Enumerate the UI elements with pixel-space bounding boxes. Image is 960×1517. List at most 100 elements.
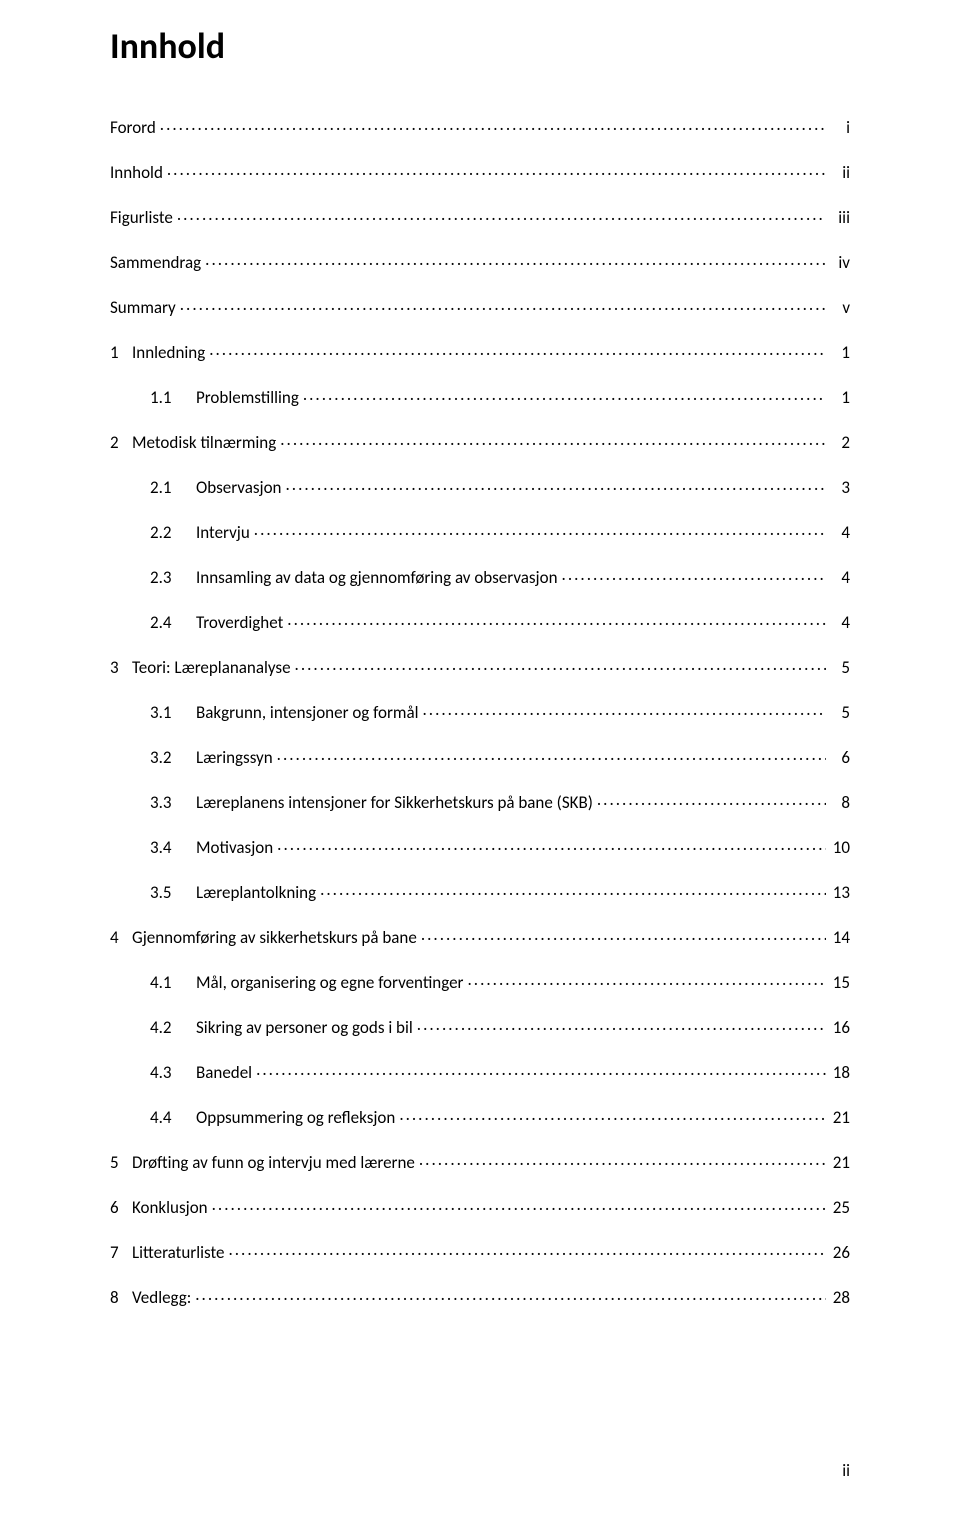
toc-entry-page: 25	[830, 1199, 850, 1216]
toc-entry-label: Motivasjon	[196, 839, 273, 856]
toc-entry-page: 26	[830, 1244, 850, 1261]
toc-entry: 6Konklusjon25	[110, 1196, 850, 1216]
toc-entry-number: 4.4	[150, 1109, 192, 1126]
toc-leader-dots	[467, 971, 826, 988]
toc-entry-number: 8	[110, 1289, 128, 1306]
toc-entry-number: 5	[110, 1154, 128, 1171]
toc-entry-number: 3.4	[150, 839, 192, 856]
toc-entry-label: Innhold	[110, 164, 163, 181]
toc-entry-number: 1.1	[150, 389, 192, 406]
toc-entry-label: Forord	[110, 119, 156, 136]
toc-entry: 4.3Banedel18	[110, 1061, 850, 1081]
toc-entry-page: 1	[830, 344, 850, 361]
toc-leader-dots	[280, 431, 826, 448]
toc-leader-dots	[195, 1286, 826, 1303]
toc-entry-page: 14	[830, 929, 850, 946]
toc-entry-page: 4	[830, 569, 850, 586]
toc-entry-page: 18	[830, 1064, 850, 1081]
toc-entry-label: Oppsummering og refleksjon	[196, 1109, 395, 1126]
toc-entry: 3.2Læringssyn6	[110, 746, 850, 766]
toc-leader-dots	[160, 116, 826, 133]
toc-entry-label: Vedlegg:	[132, 1289, 191, 1306]
toc-entry-label: Litteraturliste	[132, 1244, 224, 1261]
toc-entry: 1Innledning1	[110, 341, 850, 361]
toc-entry-page: 3	[830, 479, 850, 496]
toc-leader-dots	[180, 296, 826, 313]
toc-entry-number: 2.3	[150, 569, 192, 586]
toc-entry-page: 10	[830, 839, 850, 856]
toc-leader-dots	[419, 1151, 826, 1168]
toc-leader-dots	[228, 1241, 826, 1258]
toc-entry-number: 4.3	[150, 1064, 192, 1081]
toc-leader-dots	[209, 341, 826, 358]
toc-entry: 1.1Problemstilling1	[110, 386, 850, 406]
toc-entry-number: 2	[110, 434, 128, 451]
toc-leader-dots	[562, 566, 826, 583]
toc-entry-page: 5	[830, 704, 850, 721]
toc-entry-label: Læreplantolkning	[196, 884, 316, 901]
toc-leader-dots	[597, 791, 826, 808]
toc-entry-page: 13	[830, 884, 850, 901]
toc-leader-dots	[212, 1196, 826, 1213]
toc-leader-dots	[277, 746, 826, 763]
toc-entry-number: 6	[110, 1199, 128, 1216]
toc-entry-page: i	[830, 119, 850, 136]
toc-leader-dots	[277, 836, 826, 853]
toc-entry-number: 3.3	[150, 794, 192, 811]
toc-entry: Sammendrag iv	[110, 251, 850, 271]
toc-entry: Figurliste iii	[110, 206, 850, 226]
toc-leader-dots	[295, 656, 826, 673]
toc-entry-label: Metodisk tilnærming	[132, 434, 276, 451]
toc-entry-number: 4.1	[150, 974, 192, 991]
toc-leader-dots	[303, 386, 826, 403]
toc-entry-page: 5	[830, 659, 850, 676]
toc-leader-dots	[399, 1106, 826, 1123]
toc-entry-label: Teori: Læreplananalyse	[132, 659, 291, 676]
toc-entry-page: v	[830, 299, 850, 316]
toc-entry-number: 7	[110, 1244, 128, 1261]
toc-entry-label: Innsamling av data og gjennomføring av o…	[196, 569, 558, 586]
toc-entry-label: Sikring av personer og gods i bil	[196, 1019, 413, 1036]
toc-entry: 4Gjennomføring av sikkerhetskurs på bane…	[110, 926, 850, 946]
toc-entry-label: Problemstilling	[196, 389, 299, 406]
toc-entry-label: Figurliste	[110, 209, 173, 226]
toc-entry: 3.3Læreplanens intensjoner for Sikkerhet…	[110, 791, 850, 811]
toc-entry-label: Summary	[110, 299, 176, 316]
toc-leader-dots	[205, 251, 826, 268]
toc-entry: Innholdii	[110, 161, 850, 181]
toc-entry: 2.1Observasjon3	[110, 476, 850, 496]
table-of-contents: Forord i Innholdii Figurliste iii Sammendrag i…	[110, 116, 850, 1306]
toc-entry-page: 6	[830, 749, 850, 766]
toc-entry-number: 3.1	[150, 704, 192, 721]
toc-entry-label: Observasjon	[196, 479, 281, 496]
toc-entry: 8Vedlegg:28	[110, 1286, 850, 1306]
toc-entry-page: iii	[830, 209, 850, 226]
toc-leader-dots	[285, 476, 826, 493]
toc-entry: 2Metodisk tilnærming2	[110, 431, 850, 451]
toc-entry-page: 8	[830, 794, 850, 811]
toc-entry: 5Drøfting av funn og intervju med lærern…	[110, 1151, 850, 1171]
toc-entry-page: iv	[830, 254, 850, 271]
toc-leader-dots	[421, 926, 826, 943]
toc-entry-page: 16	[830, 1019, 850, 1036]
toc-leader-dots	[167, 161, 826, 178]
toc-entry-label: Læreplanens intensjoner for Sikkerhetsku…	[196, 794, 593, 811]
toc-entry-number: 3	[110, 659, 128, 676]
toc-entry-label: Sammendrag	[110, 254, 201, 271]
toc-leader-dots	[287, 611, 826, 628]
toc-leader-dots	[256, 1061, 826, 1078]
toc-entry: Summary v	[110, 296, 850, 316]
toc-leader-dots	[417, 1016, 826, 1033]
toc-entry: 4.4Oppsummering og refleksjon21	[110, 1106, 850, 1126]
toc-entry: 7Litteraturliste 26	[110, 1241, 850, 1261]
toc-entry-number: 4	[110, 929, 128, 946]
toc-entry-number: 1	[110, 344, 128, 361]
toc-entry-number: 3.2	[150, 749, 192, 766]
page-number: ii	[842, 1460, 850, 1481]
document-page: Innhold Forord i Innholdii Figurliste iii Sam…	[0, 0, 960, 1517]
toc-entry-number: 2.4	[150, 614, 192, 631]
toc-entry-label: Gjennomføring av sikkerhetskurs på bane	[132, 929, 417, 946]
toc-entry-page: 4	[830, 524, 850, 541]
toc-entry-page: 2	[830, 434, 850, 451]
toc-entry-label: Innledning	[132, 344, 205, 361]
